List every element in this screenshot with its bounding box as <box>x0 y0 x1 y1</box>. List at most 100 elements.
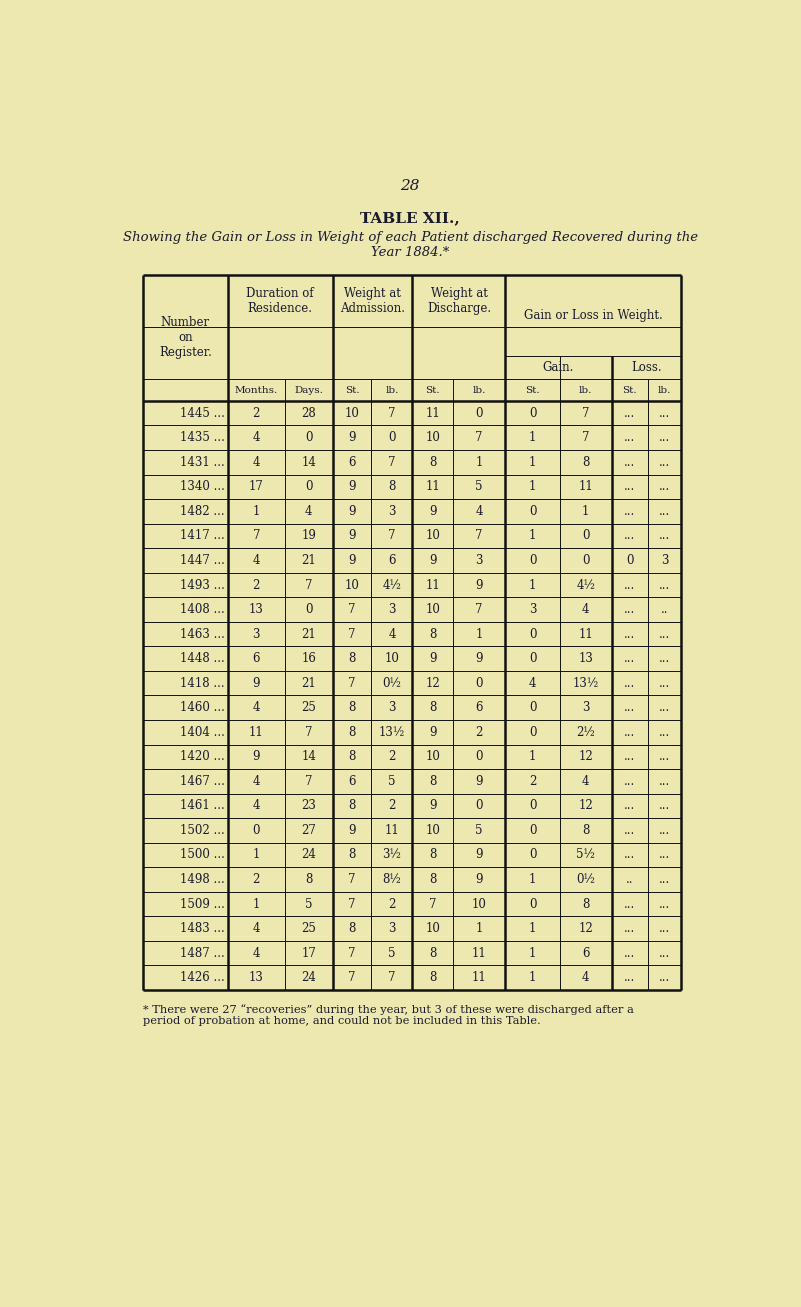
Text: 12: 12 <box>578 800 593 813</box>
Text: ...: ... <box>659 725 670 738</box>
Text: 1447 ...: 1447 ... <box>180 554 225 567</box>
Text: 0: 0 <box>529 725 537 738</box>
Text: 1493 ...: 1493 ... <box>180 579 225 592</box>
Text: 2: 2 <box>252 406 260 420</box>
Text: 12: 12 <box>578 923 593 935</box>
Text: ...: ... <box>659 529 670 542</box>
Text: lb.: lb. <box>658 386 671 395</box>
Text: ...: ... <box>659 800 670 813</box>
Text: 10: 10 <box>425 923 440 935</box>
Text: Gain or Loss in Weight.: Gain or Loss in Weight. <box>524 308 662 322</box>
Text: 4: 4 <box>252 431 260 444</box>
Text: 1: 1 <box>529 579 536 592</box>
Text: ..: .. <box>626 873 634 886</box>
Text: ...: ... <box>624 800 635 813</box>
Text: ...: ... <box>659 946 670 959</box>
Text: 0: 0 <box>529 406 537 420</box>
Text: ...: ... <box>659 481 670 493</box>
Text: 11: 11 <box>384 823 399 836</box>
Text: ...: ... <box>624 579 635 592</box>
Text: 0: 0 <box>529 652 537 665</box>
Text: 25: 25 <box>301 702 316 714</box>
Text: 3: 3 <box>388 505 396 518</box>
Text: 5: 5 <box>305 898 312 911</box>
Text: 9: 9 <box>252 677 260 690</box>
Text: 8: 8 <box>429 702 437 714</box>
Text: 1: 1 <box>476 923 483 935</box>
Text: 6: 6 <box>252 652 260 665</box>
Text: St.: St. <box>525 386 540 395</box>
Text: Number
on
Register.: Number on Register. <box>159 316 211 359</box>
Text: 1: 1 <box>252 898 260 911</box>
Text: 0: 0 <box>388 431 396 444</box>
Text: St.: St. <box>622 386 637 395</box>
Text: ...: ... <box>624 946 635 959</box>
Text: ...: ... <box>624 529 635 542</box>
Text: 10: 10 <box>384 652 400 665</box>
Text: Gain.: Gain. <box>543 361 574 374</box>
Text: 4: 4 <box>529 677 537 690</box>
Text: 1: 1 <box>529 946 536 959</box>
Text: 8: 8 <box>429 848 437 861</box>
Text: 4: 4 <box>252 800 260 813</box>
Text: 1: 1 <box>476 627 483 640</box>
Text: 4: 4 <box>582 603 590 616</box>
Text: 7: 7 <box>348 898 356 911</box>
Text: 0: 0 <box>582 529 590 542</box>
Text: ...: ... <box>624 677 635 690</box>
Text: 14: 14 <box>301 750 316 763</box>
Text: lb.: lb. <box>473 386 485 395</box>
Text: 8: 8 <box>429 946 437 959</box>
Text: 12: 12 <box>578 750 593 763</box>
Text: 1426 ...: 1426 ... <box>180 971 225 984</box>
Text: 0½: 0½ <box>576 873 595 886</box>
Text: 4: 4 <box>252 946 260 959</box>
Text: 7: 7 <box>429 898 437 911</box>
Text: 9: 9 <box>475 579 483 592</box>
Text: 11: 11 <box>249 725 264 738</box>
Text: 2: 2 <box>476 725 483 738</box>
Text: 0: 0 <box>529 505 537 518</box>
Text: ...: ... <box>624 456 635 469</box>
Text: 5½: 5½ <box>576 848 595 861</box>
Text: 6: 6 <box>475 702 483 714</box>
Text: 8: 8 <box>582 823 590 836</box>
Text: 1487 ...: 1487 ... <box>180 946 225 959</box>
Text: 9: 9 <box>429 554 437 567</box>
Text: 4: 4 <box>252 923 260 935</box>
Text: 0: 0 <box>475 677 483 690</box>
Text: ...: ... <box>624 505 635 518</box>
Text: ...: ... <box>659 652 670 665</box>
Text: 3½: 3½ <box>382 848 401 861</box>
Text: 10: 10 <box>425 823 440 836</box>
Text: 21: 21 <box>301 677 316 690</box>
Text: 11: 11 <box>425 406 440 420</box>
Text: 10: 10 <box>425 529 440 542</box>
Text: 10: 10 <box>425 603 440 616</box>
Text: 28: 28 <box>400 179 420 193</box>
Text: 0: 0 <box>529 848 537 861</box>
Text: 8: 8 <box>348 725 356 738</box>
Text: 9: 9 <box>429 800 437 813</box>
Text: 7: 7 <box>348 946 356 959</box>
Text: 3: 3 <box>475 554 483 567</box>
Text: 9: 9 <box>429 725 437 738</box>
Text: ...: ... <box>659 848 670 861</box>
Text: 13½: 13½ <box>573 677 599 690</box>
Text: 17: 17 <box>249 481 264 493</box>
Text: 3: 3 <box>252 627 260 640</box>
Text: ...: ... <box>624 823 635 836</box>
Text: ...: ... <box>659 750 670 763</box>
Text: ...: ... <box>659 923 670 935</box>
Text: 9: 9 <box>475 873 483 886</box>
Text: 0: 0 <box>252 823 260 836</box>
Text: 6: 6 <box>582 946 590 959</box>
Text: 8: 8 <box>582 456 590 469</box>
Text: ...: ... <box>624 775 635 788</box>
Text: 7: 7 <box>348 603 356 616</box>
Text: 1: 1 <box>529 873 536 886</box>
Text: 1418 ...: 1418 ... <box>180 677 225 690</box>
Text: 11: 11 <box>425 481 440 493</box>
Text: 11: 11 <box>472 971 486 984</box>
Text: 7: 7 <box>305 775 312 788</box>
